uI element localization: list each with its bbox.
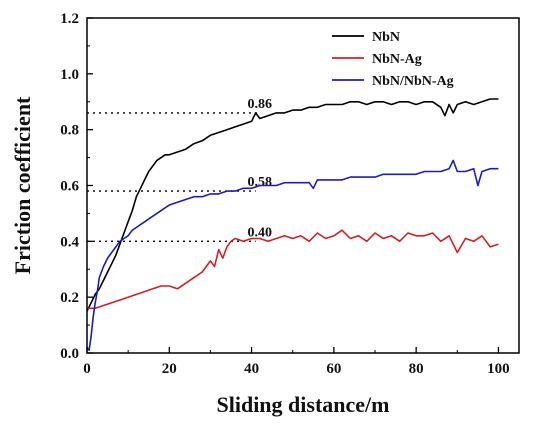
- series-line-nbn-ag: [87, 229, 499, 310]
- y-axis: 0.0 0.2 0.4 0.6 0.8 1.0 1.2: [60, 11, 93, 362]
- y-tick-label: 1.0: [60, 67, 79, 83]
- plot-frame: [86, 17, 520, 354]
- y-tick-label: 0.2: [60, 290, 79, 306]
- reference-label: 0.40: [247, 225, 272, 240]
- y-tick-label: 0.4: [60, 234, 79, 250]
- x-axis-title: Sliding distance/m: [217, 392, 390, 417]
- y-tick-label: 0.0: [60, 346, 79, 362]
- legend-label: NbN: [372, 30, 400, 45]
- x-tick-label: 80: [409, 361, 424, 377]
- y-axis-title: Friction coefficient: [10, 96, 35, 274]
- x-tick-label: 20: [162, 361, 177, 377]
- legend: NbN NbN-Ag NbN/NbN-Ag: [332, 30, 454, 89]
- series-lines: [86, 98, 499, 352]
- reference-label: 0.86: [247, 97, 272, 112]
- reference-label: 0.58: [247, 175, 272, 190]
- y-tick-label: 0.8: [60, 123, 79, 139]
- legend-label: NbN-Ag: [372, 52, 422, 67]
- x-axis: 0 20 40 60 80 100: [83, 347, 510, 377]
- legend-label: NbN/NbN-Ag: [372, 74, 454, 89]
- reference-lines: 0.86 0.58 0.40: [87, 97, 272, 242]
- x-tick-label: 40: [244, 361, 259, 377]
- y-tick-label: 0.6: [60, 179, 79, 195]
- series-line-nbn: [86, 98, 499, 312]
- x-tick-label: 100: [487, 361, 510, 377]
- y-tick-label: 1.2: [60, 11, 79, 27]
- x-tick-label: 60: [326, 361, 341, 377]
- x-tick-label: 0: [83, 361, 91, 377]
- series-line-nbn-nbn-ag: [86, 159, 499, 352]
